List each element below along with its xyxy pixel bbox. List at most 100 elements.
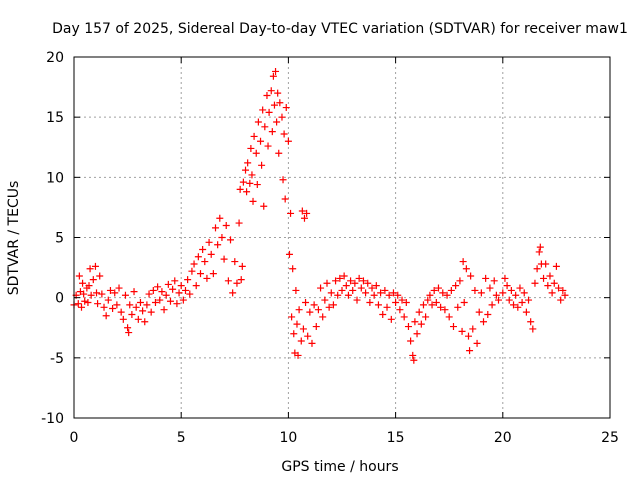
data-point <box>201 258 209 266</box>
data-point <box>359 277 367 285</box>
data-point <box>209 270 217 278</box>
x-axis-label: GPS time / hours <box>281 459 398 475</box>
data-point <box>119 315 127 323</box>
data-point <box>507 286 515 294</box>
data-point <box>247 144 255 152</box>
data-point <box>411 318 419 326</box>
data-point <box>98 290 106 298</box>
data-point <box>186 290 194 298</box>
data-point <box>289 265 297 273</box>
data-point <box>124 324 132 332</box>
y-tick-label: -5 <box>50 351 64 367</box>
data-point <box>357 284 365 292</box>
data-point <box>334 291 342 299</box>
data-point <box>462 265 470 273</box>
data-point <box>518 298 526 306</box>
data-point <box>336 274 344 282</box>
data-point <box>269 72 277 80</box>
data-point <box>205 238 213 246</box>
data-point <box>132 303 140 311</box>
data-point <box>317 284 325 292</box>
data-point <box>396 306 404 314</box>
data-point <box>100 303 108 311</box>
data-point <box>437 303 445 311</box>
data-point <box>452 282 460 290</box>
data-point <box>392 298 400 306</box>
data-point <box>285 250 293 258</box>
data-point <box>113 301 121 309</box>
data-point <box>134 315 142 323</box>
data-point <box>381 286 389 294</box>
data-point <box>456 277 464 285</box>
data-point <box>94 300 102 308</box>
data-point <box>495 296 503 304</box>
data-point <box>166 297 174 305</box>
data-point <box>75 272 83 280</box>
data-point <box>466 347 474 355</box>
data-point <box>121 291 129 299</box>
data-point <box>439 289 447 297</box>
data-point <box>162 291 170 299</box>
data-point <box>413 330 421 338</box>
data-point <box>258 161 266 169</box>
data-point <box>111 289 119 297</box>
data-point <box>510 301 518 309</box>
data-point <box>404 323 412 331</box>
data-point <box>214 241 222 249</box>
data-point <box>244 159 252 167</box>
data-point <box>314 306 322 314</box>
data-point <box>443 291 451 299</box>
data-point <box>409 351 417 359</box>
data-point <box>459 258 467 266</box>
data-point <box>325 303 333 311</box>
y-tick-label: 0 <box>55 291 64 307</box>
data-point <box>275 149 283 157</box>
data-point <box>279 176 287 184</box>
data-point <box>169 285 177 293</box>
data-point <box>79 279 87 287</box>
data-point <box>117 308 125 316</box>
data-point <box>259 106 267 114</box>
data-point <box>473 339 481 347</box>
data-point <box>294 351 302 359</box>
data-point <box>550 279 558 287</box>
data-point <box>454 303 462 311</box>
data-point <box>368 284 376 292</box>
data-point <box>505 296 513 304</box>
data-point <box>181 286 189 294</box>
data-point <box>349 286 357 294</box>
data-point <box>424 296 432 304</box>
data-point <box>544 282 552 290</box>
data-point <box>78 303 86 311</box>
data-point <box>383 303 391 311</box>
data-point <box>74 300 82 308</box>
data-point <box>464 332 472 340</box>
data-point <box>475 308 483 316</box>
data-point <box>173 300 181 308</box>
data-point <box>179 296 187 304</box>
data-point <box>175 289 183 297</box>
data-point <box>460 298 468 306</box>
data-point <box>293 320 301 328</box>
data-point <box>310 301 318 309</box>
data-point <box>143 301 151 309</box>
data-point <box>104 296 112 304</box>
data-point <box>109 304 117 312</box>
data-point <box>306 308 314 316</box>
data-point <box>287 209 295 217</box>
data-point <box>268 128 276 136</box>
chart-title: Day 157 of 2025, Sidereal Day-to-day VTE… <box>52 21 628 37</box>
data-point <box>91 262 99 270</box>
data-point <box>85 282 93 290</box>
data-point <box>87 291 95 299</box>
data-point <box>231 258 239 266</box>
data-point <box>130 288 138 296</box>
axis-ticks: 0 5 10 15 20 25 -10 -5 0 5 10 15 20 <box>41 50 619 446</box>
data-point <box>417 320 425 328</box>
data-point <box>238 262 246 270</box>
y-axis-label: SDTVAR / TECUs <box>6 181 22 296</box>
data-point <box>263 92 271 100</box>
data-point <box>471 286 479 294</box>
data-point <box>227 236 235 244</box>
